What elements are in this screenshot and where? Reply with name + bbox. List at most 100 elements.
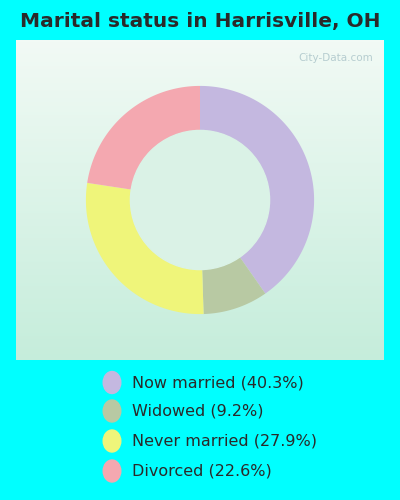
Bar [16,101,384,102]
Bar [16,358,384,360]
Bar [16,134,384,136]
Bar [16,288,384,290]
Bar [16,205,384,206]
Bar [16,114,384,115]
Bar [16,325,384,326]
Bar [16,56,384,58]
Bar [16,226,384,227]
Bar [16,106,384,107]
Bar [16,230,384,232]
Bar [16,323,384,325]
Bar [16,301,384,302]
Bar [16,306,384,307]
Bar [16,86,384,88]
Bar [16,197,384,198]
Text: Now married (40.3%): Now married (40.3%) [132,375,304,390]
Polygon shape [200,86,314,294]
Bar [16,222,384,224]
Bar [16,317,384,318]
Bar [16,200,384,202]
Bar [16,154,384,155]
Bar [16,80,384,82]
Bar [16,309,384,310]
Bar [16,146,384,147]
Bar [16,238,384,240]
Bar [16,248,384,250]
Bar [16,160,384,162]
Bar [16,264,384,266]
Bar [16,162,384,163]
Bar [16,322,384,323]
Bar [16,144,384,146]
Bar [16,320,384,322]
Bar [16,104,384,106]
Bar [16,125,384,126]
Bar [16,198,384,200]
Bar [16,53,384,54]
Bar [16,243,384,245]
Bar [16,109,384,110]
Bar [16,139,384,141]
Bar [16,94,384,96]
Bar [16,318,384,320]
Bar [16,278,384,280]
Bar [16,88,384,90]
Bar [16,266,384,267]
Bar [16,354,384,355]
Polygon shape [202,257,265,314]
Bar [16,347,384,349]
Bar [16,262,384,264]
Bar [16,259,384,261]
Bar [16,171,384,173]
Bar [16,163,384,165]
Bar [16,157,384,158]
Bar [16,187,384,189]
Bar [16,122,384,123]
Bar [16,174,384,176]
Bar [16,136,384,138]
Bar [16,296,384,298]
Bar [16,341,384,342]
Bar [16,315,384,317]
Bar [16,251,384,253]
Text: City-Data.com: City-Data.com [298,53,373,63]
Bar [16,192,384,194]
Bar [16,158,384,160]
Bar [16,267,384,269]
Bar [16,258,384,259]
Bar [16,357,384,358]
Bar [16,269,384,270]
Bar [16,221,384,222]
Bar [16,294,384,296]
Bar [16,46,384,48]
Bar [16,312,384,314]
Bar [16,270,384,272]
Bar [16,338,384,339]
Bar [16,237,384,238]
Bar [16,78,384,80]
Bar [16,213,384,214]
Bar [16,43,384,45]
Bar [16,112,384,114]
Bar [16,232,384,234]
Bar [16,102,384,104]
Bar [16,50,384,51]
Bar [16,299,384,301]
Bar [16,91,384,93]
Bar [16,227,384,229]
Bar [16,83,384,85]
Bar [16,168,384,170]
Polygon shape [86,183,204,314]
Bar [16,336,384,338]
Text: Marital status in Harrisville, OH: Marital status in Harrisville, OH [20,12,380,32]
Bar [16,90,384,91]
Bar [16,214,384,216]
Bar [16,282,384,283]
Bar [16,141,384,142]
Bar [16,182,384,184]
Bar [16,298,384,299]
Bar [16,342,384,344]
Bar [16,150,384,152]
Bar [16,280,384,281]
Bar [16,261,384,262]
